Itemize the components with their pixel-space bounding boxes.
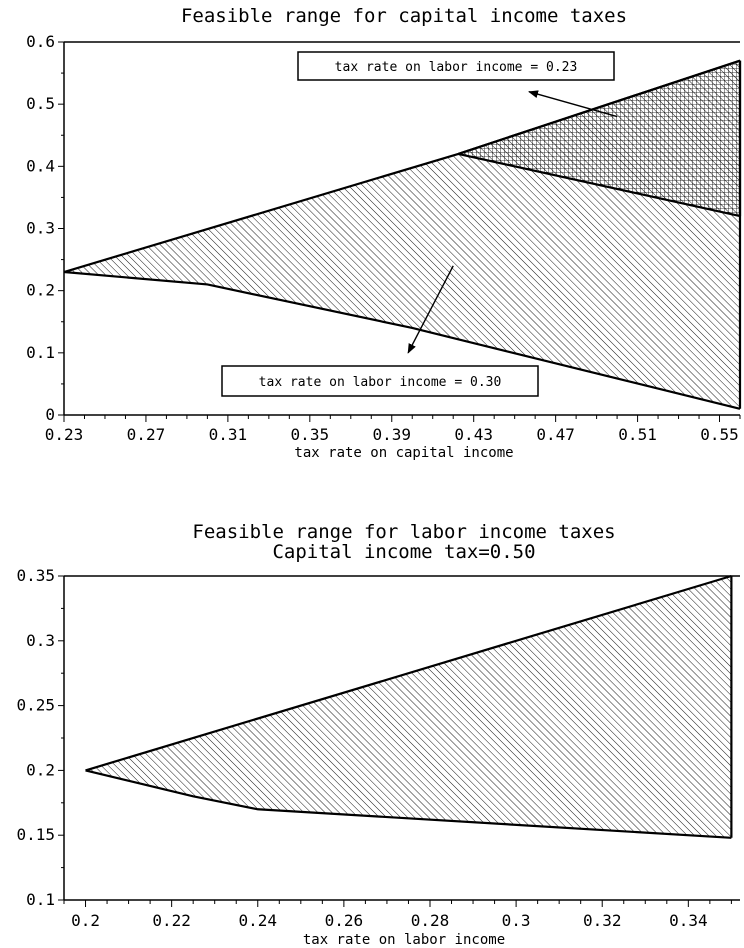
annotation-box <box>297 51 615 81</box>
upper-boundary-2 <box>457 59 741 155</box>
feasible-region-1 <box>85 576 732 838</box>
x-tick-label: 0.22 <box>152 911 191 930</box>
x-tick-label: 0.23 <box>45 425 84 444</box>
x-tick-label: 0.32 <box>583 911 622 930</box>
chart-title: Feasible range for capital income taxes <box>181 5 627 27</box>
x-tick-label: 0.34 <box>669 911 708 930</box>
feasible-region-2 <box>458 60 740 217</box>
x-tick-label: 0.31 <box>209 425 248 444</box>
y-tick-label: 0.15 <box>16 825 55 844</box>
x-tick-label: 0.28 <box>411 911 450 930</box>
plot-area <box>85 574 733 839</box>
y-tick-label: 0.2 <box>26 281 55 300</box>
lower-boundary-1 <box>85 769 732 839</box>
x-tick-label: 0.51 <box>618 425 657 444</box>
x-tick-label: 0.55 <box>700 425 739 444</box>
annotation-label: tax rate on labor income = 0.23 <box>335 60 578 75</box>
y-tick-label: 0.3 <box>26 631 55 650</box>
x-tick-label: 0.26 <box>325 911 364 930</box>
y-tick-label: 0 <box>45 405 55 424</box>
x-tick-label: 0.43 <box>454 425 493 444</box>
y-tick-label: 0.3 <box>26 219 55 238</box>
annotation-arrow <box>407 265 454 354</box>
lower-boundary-2 <box>458 152 741 218</box>
upper-boundary-1 <box>85 574 732 772</box>
x-tick-label: 0.27 <box>127 425 166 444</box>
x-tick-label: 0.47 <box>536 425 575 444</box>
x-tick-label: 0.39 <box>372 425 411 444</box>
y-tick-label: 0.1 <box>26 890 55 909</box>
y-tick-label: 0.2 <box>26 760 55 779</box>
y-tick-label: 0.4 <box>26 156 55 175</box>
lower-boundary-1 <box>63 270 741 410</box>
plot-area <box>63 59 742 410</box>
chart-title: Feasible range for labor income taxes <box>192 521 615 543</box>
y-tick-label: 0.35 <box>16 566 55 585</box>
x-axis-label: tax rate on capital income <box>294 445 513 461</box>
x-tick-label: 0.35 <box>291 425 330 444</box>
labor-tax-chart: Feasible range for labor income taxes Ca… <box>16 521 740 948</box>
annotations: tax rate on labor income = 0.23 tax rate … <box>221 51 618 397</box>
x-tick-label: 0.24 <box>238 911 277 930</box>
x-tick-label: 0.3 <box>502 911 531 930</box>
chart-subtitle: Capital income tax=0.50 <box>272 541 535 563</box>
capital-tax-chart: Feasible range for capital income taxes … <box>26 5 742 461</box>
y-tick-label: 0.1 <box>26 343 55 362</box>
axes: 0.23 0.27 0.31 0.35 0.39 0.43 0.47 0.51 0.55 0 0.1… <box>26 32 741 444</box>
x-axis-label: tax rate on labor income <box>303 932 505 948</box>
annotation-box <box>221 365 539 397</box>
y-tick-label: 0.5 <box>26 94 55 113</box>
x-tick-label: 0.2 <box>71 911 100 930</box>
annotation-arrow <box>528 90 618 118</box>
axes: 0.2 0.22 0.24 0.26 0.28 0.3 0.32 0.34 0.1 0.15 0.2… <box>16 566 740 930</box>
y-tick-label: 0.25 <box>16 696 55 715</box>
y-tick-label: 0.6 <box>26 32 55 51</box>
annotation-label: tax rate on labor income = 0.30 <box>259 375 502 390</box>
